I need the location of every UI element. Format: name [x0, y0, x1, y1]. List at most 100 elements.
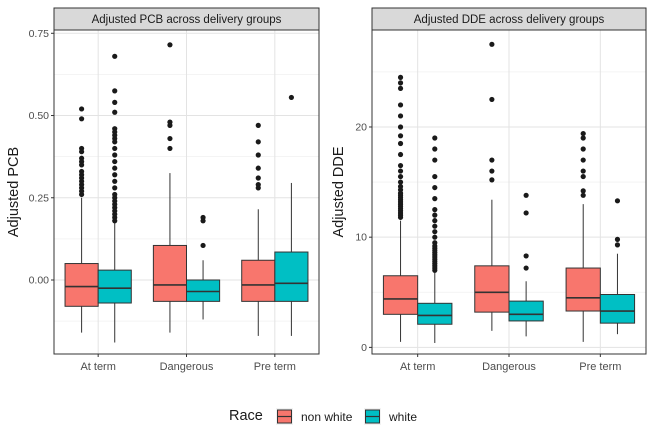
x-axis: At term Dangerous Pre term	[80, 354, 296, 373]
outlier-point	[397, 133, 404, 139]
box-white-pre-term	[599, 198, 636, 335]
outlier-point	[523, 192, 529, 198]
outlier-point	[432, 212, 438, 218]
x-tick-label: Dangerous	[482, 361, 536, 373]
outlier-point	[432, 240, 438, 246]
outlier-point	[397, 179, 404, 185]
x-tick-label: Pre term	[254, 361, 296, 373]
outlier-point	[397, 80, 404, 86]
outlier-point	[112, 185, 118, 191]
outlier-point	[288, 94, 294, 101]
box-white-pre-term	[274, 94, 309, 336]
outlier-point	[112, 191, 118, 198]
panel-title: Adjusted PCB across delivery groups	[92, 14, 282, 26]
outlier-point	[432, 173, 438, 180]
outlier-point	[79, 145, 85, 152]
box-body	[382, 275, 419, 315]
outlier-point	[167, 145, 173, 152]
outlier-point	[255, 139, 261, 145]
x-axis: At term Dangerous Pre term	[400, 354, 621, 373]
outlier-point	[489, 177, 495, 183]
outlier-point	[432, 218, 438, 224]
outlier-point	[397, 162, 404, 169]
box-white-dangerous	[186, 214, 221, 320]
boxplot-marks	[64, 42, 309, 343]
box-body	[474, 265, 510, 313]
legend-label: non white	[301, 410, 353, 424]
box-non-white-pre-term	[565, 130, 601, 342]
panel-title: Adjusted DDE across delivery groups	[414, 14, 605, 26]
outlier-point	[255, 181, 261, 188]
outlier-point	[112, 88, 118, 94]
outlier-point	[432, 196, 438, 202]
outlier-point	[112, 158, 118, 165]
outlier-point	[432, 146, 438, 152]
box-body	[565, 267, 601, 312]
legend: Race non white white	[229, 408, 417, 425]
outlier-point	[580, 157, 586, 163]
outlier-point	[112, 109, 118, 115]
outlier-point	[397, 85, 404, 92]
box-body	[64, 263, 99, 307]
x-tick-label: At term	[80, 361, 115, 373]
box-white-dangerous	[508, 192, 544, 337]
box-body	[97, 269, 132, 304]
outlier-point	[489, 168, 495, 174]
outlier-point	[397, 151, 404, 158]
outlier-point	[167, 135, 173, 142]
outlier-point	[112, 152, 118, 158]
outlier-point	[580, 146, 586, 152]
outlier-point	[397, 140, 404, 147]
outlier-point	[614, 242, 621, 248]
box-body	[152, 244, 187, 302]
box-white-at-term	[97, 53, 132, 343]
outlier-point	[489, 96, 495, 103]
outlier-point	[255, 152, 261, 158]
outlier-point	[200, 214, 206, 221]
y-axis-label: Adjusted DDE	[331, 146, 347, 237]
outlier-point	[112, 178, 118, 184]
outlier-point	[167, 42, 173, 48]
box-body	[241, 259, 276, 302]
legend-title: Race	[229, 408, 263, 424]
outlier-point	[523, 253, 529, 259]
y-tick-label: 10	[355, 232, 367, 244]
x-tick-label: At term	[400, 361, 435, 373]
outlier-point	[523, 265, 529, 271]
outlier-point	[432, 184, 438, 191]
legend-item-non-white: non white	[276, 408, 353, 425]
outlier-point	[79, 116, 85, 122]
box-body	[274, 251, 309, 302]
box-body	[186, 279, 221, 302]
outlier-point	[112, 172, 118, 178]
outlier-point	[255, 175, 261, 181]
outlier-point	[489, 157, 495, 163]
outlier-point	[255, 122, 261, 128]
legend-label: white	[388, 410, 417, 424]
y-axis: 0.00 0.25 0.50 0.75	[29, 28, 54, 286]
outlier-point	[200, 242, 206, 249]
grid	[54, 30, 319, 354]
outlier-point	[397, 113, 404, 119]
outlier-point	[397, 173, 404, 180]
outlier-point	[432, 207, 438, 213]
y-tick-label: 0.00	[29, 274, 50, 286]
outlier-point	[580, 168, 586, 174]
box-white-at-term	[417, 135, 453, 343]
outlier-point	[112, 145, 118, 152]
outlier-point	[112, 53, 118, 59]
y-tick-label: 0.50	[29, 110, 50, 122]
outlier-point	[79, 155, 85, 161]
box-body	[417, 302, 453, 325]
y-tick-label: 0.75	[29, 28, 50, 40]
box-non-white-at-term	[64, 106, 99, 333]
y-tick-label: 0	[361, 342, 367, 354]
outlier-point	[432, 135, 438, 141]
outlier-point	[432, 157, 438, 163]
y-axis-label: Adjusted PCB	[6, 147, 22, 237]
outlier-point	[167, 119, 173, 125]
outlier-point	[489, 41, 495, 47]
y-axis: 0 10 20	[355, 121, 372, 354]
box-non-white-dangerous	[474, 41, 510, 331]
outlier-point	[432, 229, 438, 235]
